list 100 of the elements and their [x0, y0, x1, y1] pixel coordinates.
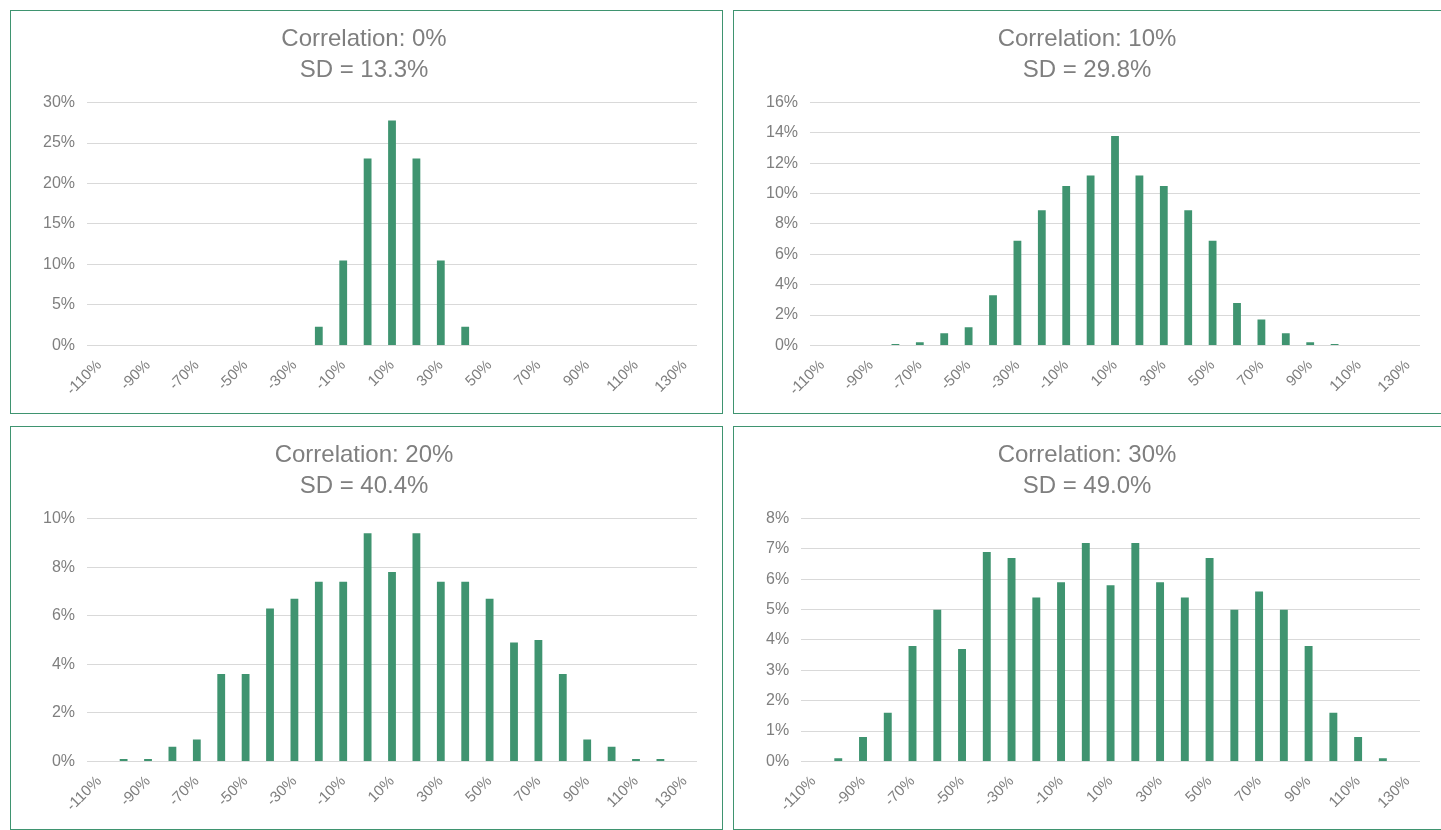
bar [510, 642, 518, 761]
y-tick-label: 10% [765, 184, 799, 202]
x-tick-label: 50% [1184, 355, 1218, 390]
bar [412, 158, 421, 345]
bar [859, 737, 867, 761]
chart-subtitle: SD = 40.4% [299, 470, 429, 498]
bar [1156, 582, 1165, 761]
bar [1135, 175, 1144, 345]
y-tick-label: 2% [766, 691, 790, 709]
y-tick-label: 5% [766, 600, 790, 618]
y-tick-label: 10% [42, 254, 76, 272]
bar [363, 158, 372, 345]
bar [1062, 186, 1071, 345]
bar [1354, 737, 1363, 761]
y-tick-label: 15% [42, 214, 76, 232]
bar [1230, 609, 1239, 761]
x-tick-label: 50% [1181, 771, 1215, 806]
y-tick-label: 14% [765, 123, 799, 141]
x-tick-label: 70% [1230, 771, 1265, 806]
bar [266, 608, 274, 761]
y-tick-label: 8% [51, 557, 76, 575]
x-tick-label: 50% [461, 355, 495, 390]
bar [1184, 210, 1193, 345]
bar [461, 326, 470, 345]
x-tick-label: 70% [510, 355, 544, 390]
y-tick-label: 16% [765, 93, 799, 111]
y-tick-label: 8% [774, 214, 799, 232]
bar [436, 581, 445, 761]
x-tick-label: 50% [461, 771, 495, 806]
chart-title: Correlation: 0% [281, 24, 447, 52]
bar [1304, 646, 1313, 761]
bar [1279, 609, 1288, 761]
y-tick-label: 4% [766, 630, 790, 648]
x-tick-label: 90% [1280, 771, 1314, 806]
bar [290, 598, 299, 761]
bar [1233, 302, 1241, 345]
chart-subtitle: SD = 29.8% [1022, 54, 1152, 82]
y-tick-label: 0% [774, 335, 799, 353]
y-tick-label: 2% [51, 703, 76, 721]
y-tick-label: 6% [51, 606, 76, 624]
bar [1032, 597, 1041, 761]
bar [339, 260, 348, 345]
chart-title: Correlation: 30% [997, 440, 1177, 468]
bar [241, 673, 250, 761]
x-tick-label: 70% [510, 771, 544, 806]
y-tick-label: 10% [42, 509, 76, 527]
bar [388, 572, 396, 761]
bar [314, 581, 323, 761]
bar [314, 326, 323, 345]
chart-title: Correlation: 20% [274, 440, 454, 468]
y-tick-label: 3% [766, 660, 790, 678]
chart-subtitle: SD = 13.3% [299, 54, 429, 82]
bar [388, 120, 396, 345]
chart-subtitle: SD = 49.0% [1022, 470, 1152, 498]
bar [1180, 597, 1189, 761]
x-tick-label: 10% [1082, 771, 1116, 806]
y-tick-label: 12% [765, 153, 799, 171]
y-tick-label: 25% [42, 133, 76, 151]
y-tick-label: 0% [766, 751, 790, 769]
bar [461, 581, 470, 761]
bar [1111, 135, 1119, 345]
bar [1106, 585, 1115, 761]
y-tick-label: 8% [766, 509, 790, 527]
bar [1037, 210, 1046, 345]
bar [915, 342, 924, 345]
y-tick-label: 4% [774, 275, 799, 293]
bar [1378, 758, 1387, 761]
y-tick-label: 5% [51, 295, 76, 313]
y-tick-label: 30% [42, 93, 76, 111]
bar [1205, 558, 1214, 761]
bar [1131, 542, 1140, 761]
bar [883, 712, 892, 761]
bar [607, 746, 616, 761]
bar [558, 673, 567, 761]
y-tick-label: 20% [42, 173, 76, 191]
bar [1081, 542, 1090, 761]
bar [412, 533, 421, 761]
chart-title: Correlation: 10% [997, 24, 1177, 52]
bar [933, 609, 942, 761]
bar [339, 581, 348, 761]
bar [1007, 558, 1016, 761]
bar [1086, 175, 1095, 345]
bar [1306, 342, 1315, 345]
bar [534, 640, 543, 761]
x-tick-label: 70% [1233, 355, 1267, 390]
bar [1159, 186, 1168, 345]
bar [1208, 240, 1217, 345]
bar [940, 333, 949, 345]
y-tick-label: 6% [766, 569, 790, 587]
y-tick-label: 2% [774, 305, 799, 323]
bar [834, 758, 843, 761]
bar [485, 598, 494, 761]
bar [1057, 582, 1066, 761]
bar [1329, 712, 1338, 761]
y-tick-label: 6% [774, 244, 799, 262]
bar [982, 551, 991, 761]
bar [217, 673, 226, 761]
bar [363, 533, 372, 761]
bar [989, 295, 997, 345]
y-tick-label: 0% [51, 335, 76, 353]
